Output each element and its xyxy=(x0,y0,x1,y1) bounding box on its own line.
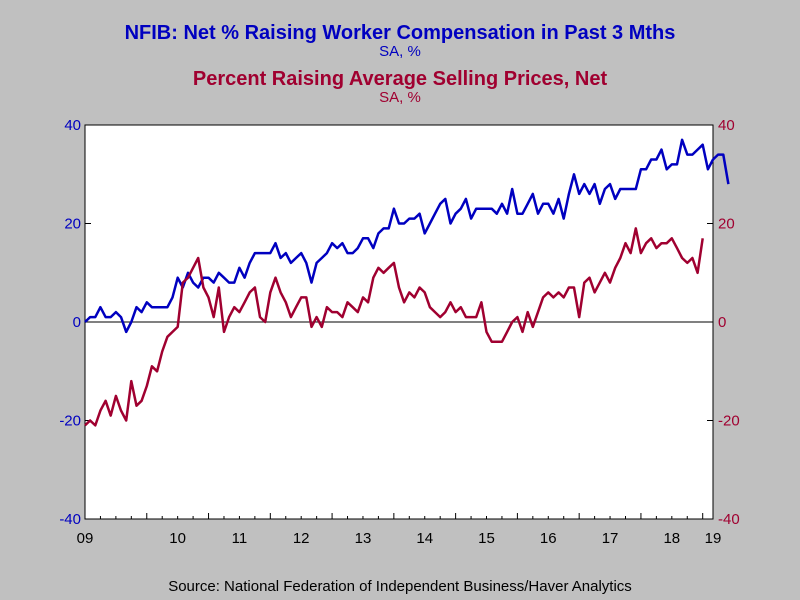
x-tick-label: 17 xyxy=(602,530,619,547)
chart-title-1: NFIB: Net % Raising Worker Compensation … xyxy=(124,22,676,44)
series-line-selling-prices xyxy=(84,227,704,427)
y-right-tick-label: 0 xyxy=(718,314,726,331)
y-right-tick-label: -20 xyxy=(718,413,740,430)
chart-subtitle-2: SA, % xyxy=(379,89,421,106)
y-left-tick-label: 0 xyxy=(73,314,81,331)
y-left-tick-label: 40 xyxy=(64,117,81,134)
x-tick-label: 18 xyxy=(663,530,680,547)
y-left-tick-label: -20 xyxy=(59,413,81,430)
chart-subtitle-1: SA, % xyxy=(379,43,421,60)
x-tick-label: 15 xyxy=(478,530,495,547)
y-right-tick-label: 20 xyxy=(718,216,735,233)
x-tick-label: 11 xyxy=(232,530,248,547)
x-tick-label: 12 xyxy=(293,530,310,547)
x-tick-label: 19 xyxy=(705,530,722,547)
chart-title-2: Percent Raising Average Selling Prices, … xyxy=(192,68,608,90)
y-left-tick-label: -40 xyxy=(59,511,81,528)
y-left-tick-label: 20 xyxy=(64,216,81,233)
x-tick-label: 09 xyxy=(77,530,94,547)
x-tick-label: 10 xyxy=(169,530,186,547)
x-tick-label: 13 xyxy=(355,530,372,547)
source-note: Source: National Federation of Independe… xyxy=(168,578,632,595)
x-tick-label: 14 xyxy=(416,530,433,547)
x-tick-label: 16 xyxy=(540,530,557,547)
y-right-tick-label: 40 xyxy=(718,117,735,134)
series-line-compensation xyxy=(84,138,730,334)
y-right-tick-label: -40 xyxy=(718,511,740,528)
